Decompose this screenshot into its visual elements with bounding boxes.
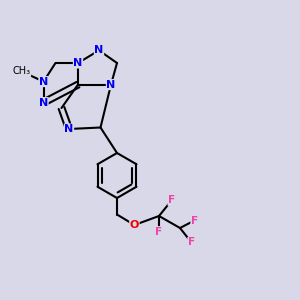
Text: F: F bbox=[168, 195, 175, 206]
Text: CH₃: CH₃ bbox=[13, 66, 31, 76]
Text: N: N bbox=[106, 80, 116, 90]
Text: N: N bbox=[39, 76, 48, 87]
Text: N: N bbox=[74, 58, 82, 68]
Text: F: F bbox=[188, 237, 195, 248]
Text: F: F bbox=[191, 215, 198, 226]
Text: F: F bbox=[155, 226, 163, 237]
Text: N: N bbox=[64, 124, 74, 134]
Text: N: N bbox=[94, 45, 103, 56]
Text: O: O bbox=[130, 220, 139, 230]
Text: N: N bbox=[39, 98, 48, 108]
